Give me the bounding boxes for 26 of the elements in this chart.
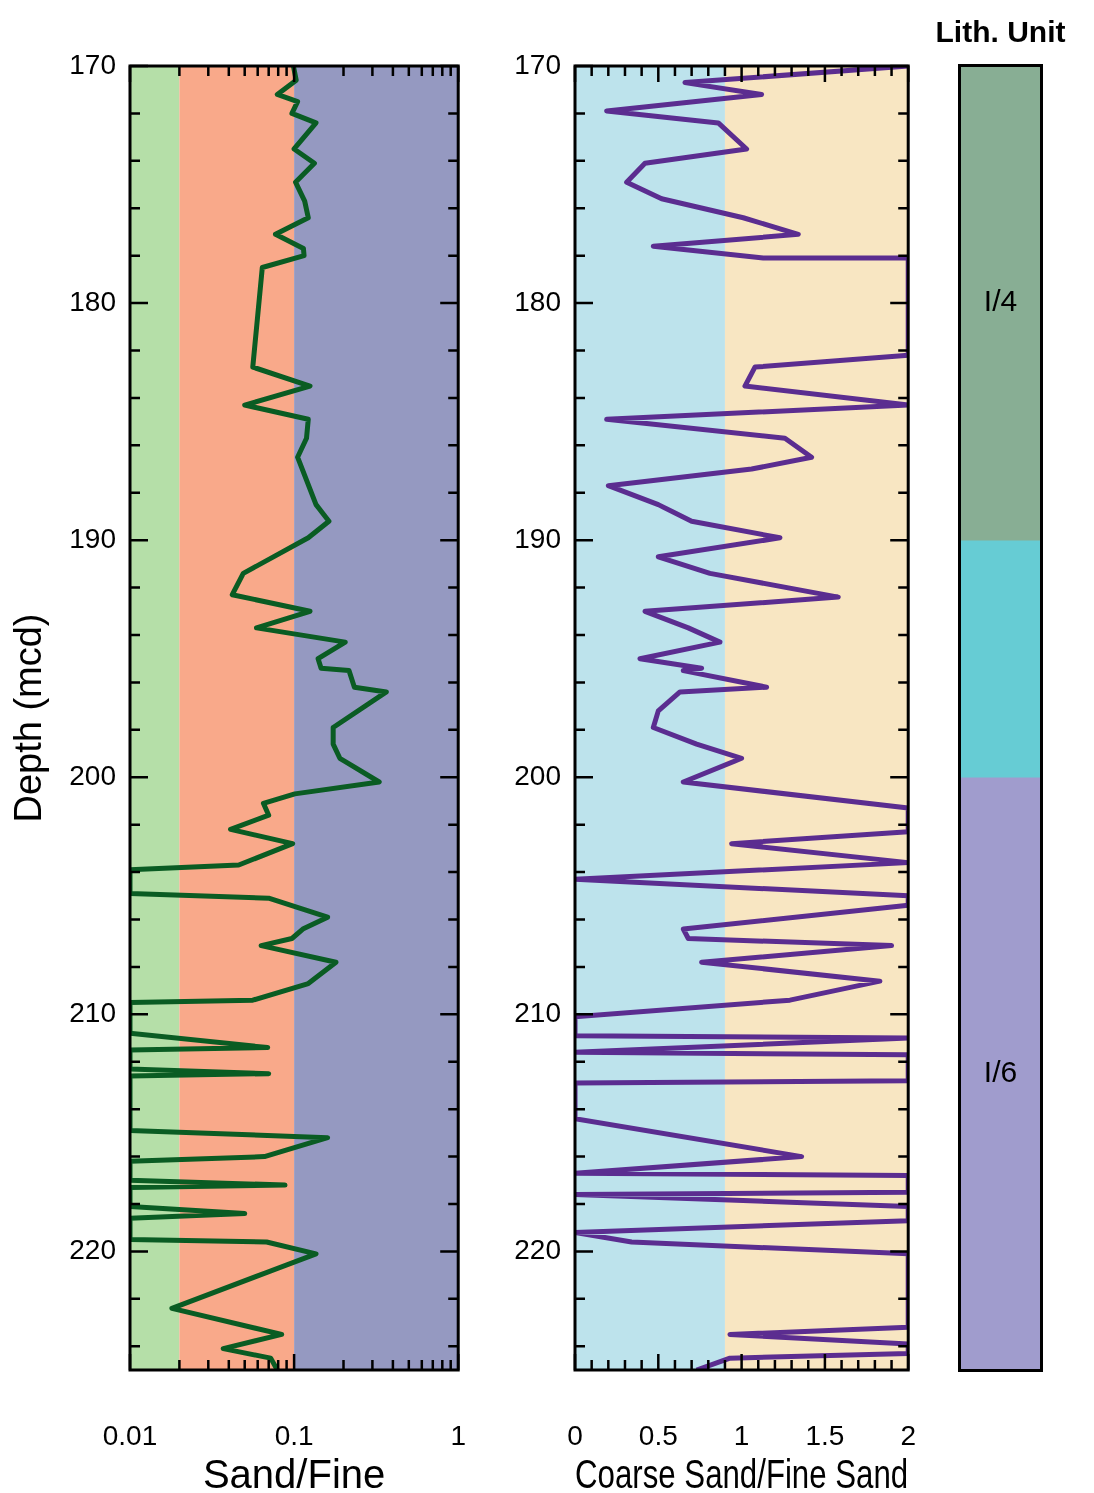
x-tick-label: 1	[450, 1419, 466, 1451]
y-tick-label: 190	[514, 522, 561, 554]
y-tick-label: 180	[514, 285, 561, 317]
x-tick-label: 0	[567, 1419, 583, 1451]
chart-title: Lith. Unit	[935, 15, 1066, 49]
y-tick-label: 200	[514, 759, 561, 791]
x-tick-label: 1.5	[805, 1419, 845, 1451]
y-tick-label: 220	[69, 1234, 116, 1266]
x-axis-title: Sand/Fine	[202, 1452, 386, 1493]
x-tick-label: 1	[733, 1419, 750, 1451]
x-tick-label: 0.5	[638, 1419, 678, 1451]
x-tick-label: 0.1	[274, 1419, 314, 1451]
y-tick-label: 210	[514, 997, 561, 1029]
x-tick-label: 0.01	[102, 1419, 158, 1451]
y-tick-label: 180	[69, 285, 116, 317]
y-tick-label: 170	[514, 48, 561, 80]
y-axis-title: Depth (mcd)	[7, 613, 50, 823]
y-tick-label: 220	[514, 1234, 561, 1266]
y-tick-label: 200	[69, 759, 116, 791]
y-tick-label: 190	[69, 522, 116, 554]
y-tick-label: 170	[69, 48, 116, 80]
series-label: I/6	[983, 1054, 1018, 1088]
x-tick-label: 2	[900, 1419, 916, 1451]
y-tick-label: 210	[69, 997, 116, 1029]
series-label: I/4	[983, 284, 1018, 318]
x-axis-title: Coarse Sand/Fine Sand	[575, 1452, 909, 1493]
